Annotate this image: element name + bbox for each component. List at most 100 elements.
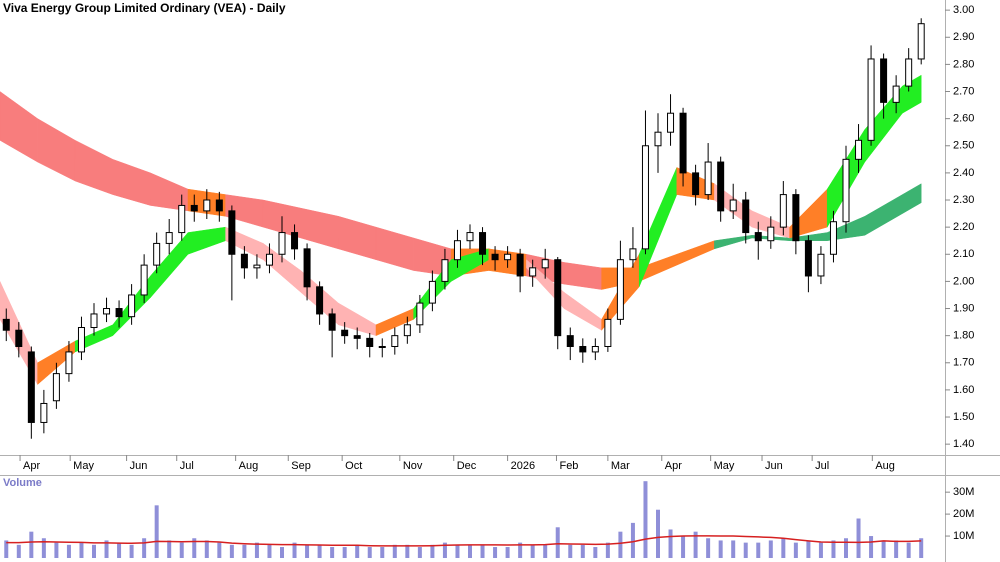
volume-bar bbox=[154, 505, 159, 558]
volume-bar bbox=[66, 544, 71, 558]
x-tick-label: Dec bbox=[457, 460, 477, 472]
volume-bar bbox=[869, 536, 874, 558]
y-tick-label: 1.90 bbox=[953, 302, 974, 314]
candle-body bbox=[491, 253, 499, 261]
volume-bar bbox=[367, 547, 372, 558]
volume-bar bbox=[41, 538, 46, 558]
y-tick-label: 2.70 bbox=[953, 85, 974, 97]
candle-body bbox=[378, 345, 386, 348]
volume-bar bbox=[342, 547, 347, 558]
y-tick-label: 2.60 bbox=[953, 113, 974, 125]
volume-bar bbox=[229, 544, 234, 558]
volume-bar bbox=[79, 542, 84, 558]
volume-title: Volume bbox=[3, 477, 42, 489]
volume-bar bbox=[543, 544, 548, 558]
candle-body bbox=[692, 172, 700, 196]
volume-bar bbox=[380, 547, 385, 558]
candle-body bbox=[178, 204, 186, 234]
volume-bar bbox=[593, 547, 598, 558]
y-tick-label: 2.10 bbox=[953, 248, 974, 260]
candle-body bbox=[566, 335, 574, 347]
price-panel bbox=[0, 18, 925, 439]
candle-body bbox=[90, 313, 98, 329]
y-tick-label: 2.20 bbox=[953, 221, 974, 233]
x-tick-label: Aug bbox=[875, 460, 895, 472]
volume-bar bbox=[417, 547, 422, 558]
candle-body bbox=[316, 286, 324, 315]
candle-body bbox=[240, 253, 248, 269]
volume-bar bbox=[167, 540, 172, 558]
y-tick-label: 2.40 bbox=[953, 167, 974, 179]
volume-bar bbox=[781, 538, 786, 558]
candle-body bbox=[453, 240, 461, 261]
x-tick-label: Apr bbox=[665, 460, 682, 472]
volume-bar bbox=[844, 538, 848, 558]
candle-body bbox=[654, 131, 662, 147]
candle-body bbox=[616, 259, 624, 320]
volume-bar bbox=[392, 544, 397, 558]
candle-body bbox=[353, 335, 361, 339]
x-tick-label: May bbox=[714, 460, 735, 472]
volume-average bbox=[6, 535, 922, 547]
volume-bar bbox=[480, 544, 485, 558]
candle-body bbox=[742, 199, 750, 234]
volume-bar bbox=[894, 540, 899, 558]
candle-body bbox=[441, 259, 449, 282]
y-tick-label: 1.60 bbox=[953, 384, 974, 396]
volume-bar bbox=[305, 544, 310, 558]
candle-body bbox=[679, 112, 687, 174]
volume-bar bbox=[806, 540, 811, 558]
x-tick-label: Oct bbox=[345, 460, 362, 472]
volume-bar bbox=[242, 544, 247, 558]
candle-body bbox=[804, 240, 812, 277]
y-tick-label: 2.90 bbox=[953, 31, 974, 43]
volume-bar bbox=[630, 522, 635, 558]
volume-bar bbox=[906, 542, 911, 558]
candle-body bbox=[767, 226, 775, 242]
candle-body bbox=[917, 23, 925, 60]
volume-bar bbox=[142, 538, 147, 558]
candle-body bbox=[366, 337, 374, 347]
candle-body bbox=[253, 264, 261, 269]
x-tick-label: Jul bbox=[180, 460, 194, 472]
volume-bar bbox=[743, 542, 748, 558]
candle-body bbox=[128, 294, 136, 318]
y-tick-label: 2.50 bbox=[953, 140, 974, 152]
volume-bar bbox=[618, 531, 623, 558]
candle-body bbox=[140, 264, 148, 296]
candle-body bbox=[855, 139, 863, 160]
volume-bar bbox=[768, 540, 773, 558]
x-tick-label: Apr bbox=[23, 460, 40, 472]
candle-body bbox=[153, 242, 161, 266]
volume-bar bbox=[818, 542, 823, 558]
volume-bar bbox=[919, 538, 924, 558]
candle-body bbox=[40, 402, 48, 423]
candle-body bbox=[754, 232, 762, 242]
candle-body bbox=[829, 221, 837, 255]
candle-body bbox=[466, 232, 474, 242]
volume-bar bbox=[217, 542, 222, 558]
volume-bar bbox=[192, 538, 197, 558]
volume-bar bbox=[280, 547, 284, 558]
candle-body bbox=[291, 232, 299, 250]
candle-body bbox=[504, 253, 512, 261]
candle-body bbox=[341, 329, 349, 337]
candle-body bbox=[479, 232, 487, 255]
candle-body bbox=[303, 248, 311, 288]
y-tick-label: 2.00 bbox=[953, 275, 974, 287]
candle-body bbox=[103, 308, 111, 315]
y-tick-label: 1.50 bbox=[953, 411, 974, 423]
volume-bar bbox=[468, 544, 472, 558]
y-tick-label: 1.70 bbox=[953, 357, 974, 369]
candle-body bbox=[629, 248, 637, 261]
y-tick-label: 1.80 bbox=[953, 330, 974, 342]
volume-bar bbox=[693, 531, 698, 558]
volume-bar bbox=[104, 540, 109, 558]
x-tick-label: May bbox=[73, 460, 94, 472]
y-tick-label: 1.40 bbox=[953, 438, 974, 450]
candle-body bbox=[842, 158, 850, 223]
volume-bar bbox=[793, 542, 798, 558]
y-tick-label: 30M bbox=[953, 486, 974, 498]
candle-body bbox=[65, 351, 73, 375]
